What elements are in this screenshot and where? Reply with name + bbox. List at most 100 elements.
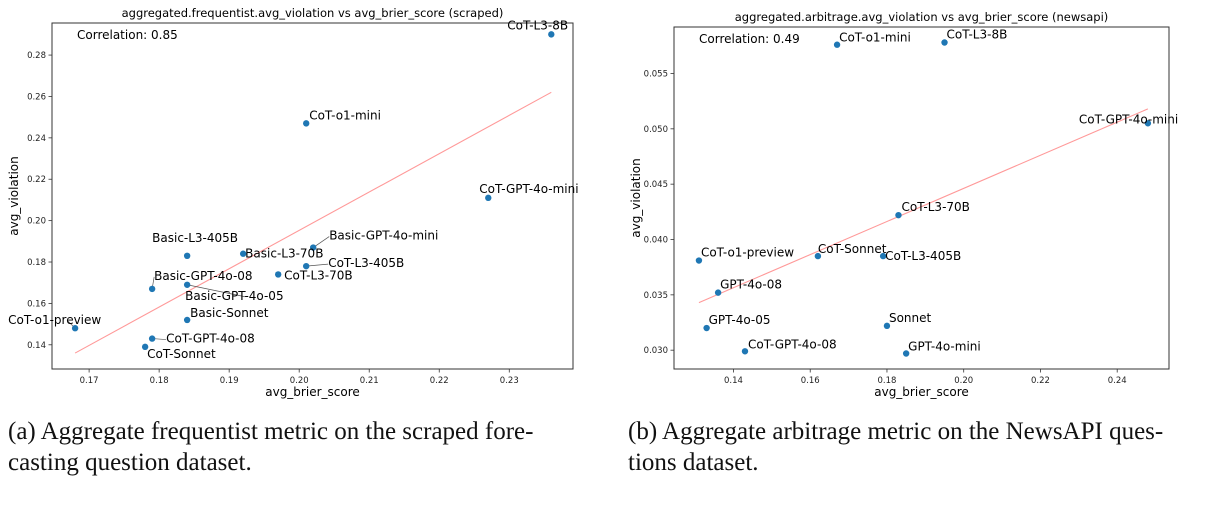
y-axis-label: avg_violation [7,156,21,236]
data-point: CoT-o1-mini [833,31,911,48]
point-marker [833,41,841,48]
point-marker [310,244,317,251]
point-label: CoT-L3-8B [507,18,568,32]
chart-title: aggregated.arbitrage.avg_violation vs av… [735,10,1109,24]
y-tick-label: 0.045 [644,180,668,190]
x-axis-label: avg_brier_score [265,385,360,399]
scatter-chart-frequentist: aggregated.frequentist.avg_violation vs … [7,6,579,399]
point-label: Basic-Sonnet [190,306,269,320]
data-point: CoT-L3-405B [879,249,961,263]
point-label: CoT-o1-mini [309,108,381,122]
leader-line [187,284,246,298]
point-label: CoT-GPT-4o-mini [479,182,578,196]
data-point: Basic-GPT-4o-08 [148,269,253,293]
y-tick-label: 0.22 [27,175,46,185]
data-point: Basic-GPT-4o-05 [183,281,284,303]
x-tick-label: 0.18 [150,376,169,386]
chart-title: aggregated.frequentist.avg_violation vs … [122,6,504,20]
y-tick-label: 0.050 [644,125,668,135]
leader-line [313,236,330,248]
x-tick-label: 0.23 [500,376,519,386]
scatter-chart-arbitrage: aggregated.arbitrage.avg_violation vs av… [629,10,1178,399]
x-tick-label: 0.14 [724,376,743,386]
y-axis-label: avg_violation [629,158,643,238]
point-marker [302,120,310,127]
caption-a: (a) Aggregate frequentist metric on the … [8,416,588,478]
plot-frame [673,26,1170,370]
point-label: Sonnet [889,311,932,325]
data-point: Sonnet [883,311,932,330]
y-tick-label: 0.20 [27,217,46,227]
point-marker [141,343,149,351]
x-tick-label: 0.19 [220,376,239,386]
point-marker [895,211,902,219]
point-marker [879,252,887,260]
point-marker [548,31,555,38]
point-marker [239,250,247,257]
point-label: CoT-o1-mini [839,31,911,45]
caption-a-line2: casting question dataset. [8,449,252,476]
point-marker [302,262,310,270]
point-marker [902,350,910,357]
point-marker [695,257,703,264]
caption-b-line1: (b) Aggregate arbitrage metric on the Ne… [628,418,1164,445]
point-label: CoT-GPT-4o-08 [748,337,837,351]
point-marker [183,316,191,324]
data-point: CoT-GPT-4o-mini [1079,112,1178,127]
correlation-annotation: Correlation: 0.49 [699,32,800,46]
point-label: CoT-L3-8B [947,27,1008,41]
point-marker [183,281,191,288]
data-point: GPT-4o-08 [714,278,782,296]
y-tick-label: 0.030 [644,346,668,356]
point-label: Basic-GPT-4o-mini [329,229,438,243]
x-axis-label: avg_brier_score [874,385,969,399]
data-point: CoT-L3-405B [302,256,404,270]
point-marker [1144,120,1152,127]
trend-line [698,108,1149,304]
y-tick-label: 0.035 [644,291,668,301]
y-tick-label: 0.26 [27,92,46,102]
data-point: Basic-Sonnet [183,306,269,324]
point-label: CoT-L3-405B [885,249,961,263]
data-point: CoT-GPT-4o-08 [148,332,255,346]
point-label: Basic-L3-405B [152,231,238,245]
point-label: GPT-4o-08 [720,278,782,292]
leader-line [306,263,329,267]
caption-b: (b) Aggregate arbitrage metric on the Ne… [628,416,1206,478]
point-label: CoT-Sonnet [147,347,216,361]
point-marker [703,324,710,332]
point-marker [741,348,749,355]
y-tick-label: 0.16 [27,299,46,309]
x-tick-label: 0.22 [1031,376,1050,386]
point-marker [814,252,822,260]
point-marker [941,39,948,46]
caption-b-line2: tions dataset. [628,449,759,476]
y-tick-label: 0.055 [644,69,668,79]
trend-line [74,91,552,354]
x-tick-label: 0.18 [877,376,896,386]
point-label: CoT-GPT-4o-08 [166,332,255,346]
data-point: CoT-o1-mini [302,108,381,127]
data-point: Basic-L3-70B [239,247,323,261]
data-point: CoT-L3-8B [507,18,568,38]
data-point: GPT-4o-mini [902,340,981,357]
point-label: Basic-GPT-4o-05 [185,289,283,303]
y-tick-label: 0.24 [27,134,46,144]
point-label: CoT-L3-70B [284,268,352,282]
caption-a-line1: (a) Aggregate frequentist metric on the … [8,418,534,445]
point-label: CoT-o1-preview [8,313,101,327]
point-label: CoT-L3-70B [901,200,969,214]
point-marker [148,335,156,342]
data-point: CoT-Sonnet [141,343,216,361]
point-marker [148,285,156,293]
point-label: CoT-Sonnet [818,242,887,256]
plot-frame [51,22,574,370]
x-tick-label: 0.20 [290,376,309,386]
point-marker [274,271,282,278]
data-point: CoT-GPT-4o-mini [479,182,579,202]
data-point: Basic-GPT-4o-mini [310,229,438,251]
point-label: GPT-4o-05 [709,313,771,327]
point-label: CoT-L3-405B [328,256,404,270]
data-point: CoT-L3-70B [274,268,353,282]
x-tick-label: 0.24 [1108,376,1127,386]
